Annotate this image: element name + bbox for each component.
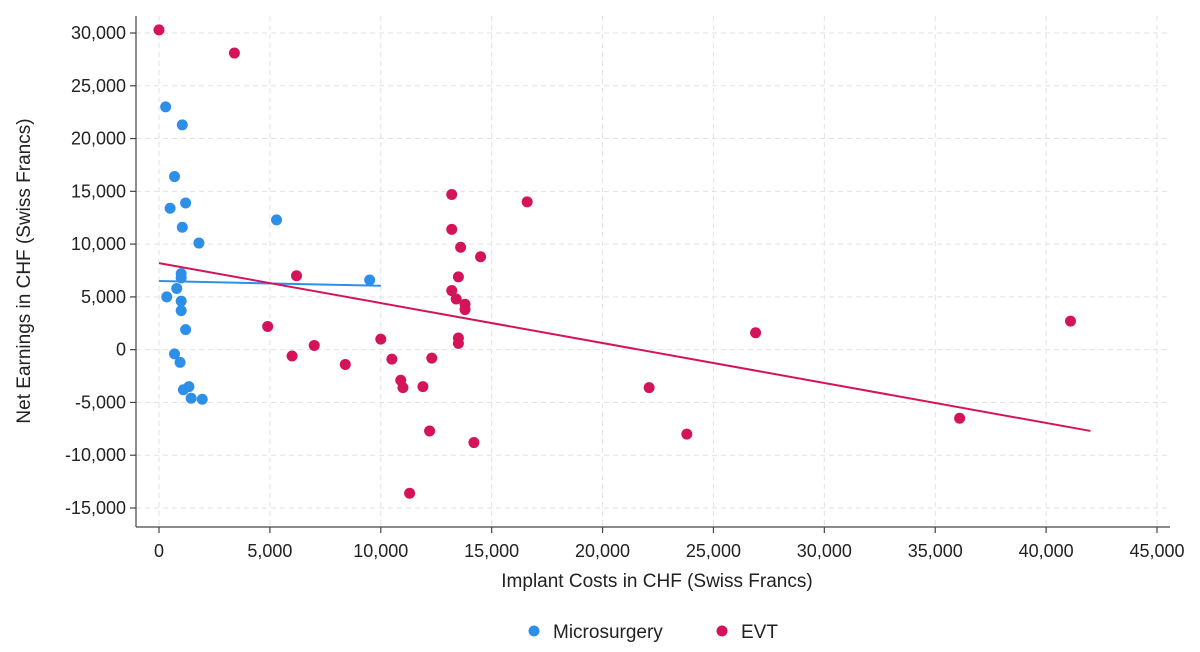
legend-marker-microsurgery [528,625,540,637]
point-evt [375,333,387,345]
x-tick-label: 30,000 [797,541,852,561]
point-microsurgery [180,324,192,336]
point-evt [954,412,966,424]
point-microsurgery [174,356,186,368]
point-microsurgery [175,305,187,317]
legend-label-evt: EVT [741,622,778,643]
point-evt [446,223,458,235]
legend-label-microsurgery: Microsurgery [553,622,663,643]
point-evt [291,270,303,282]
point-microsurgery [160,101,172,113]
point-microsurgery [175,272,187,284]
axes [135,16,1170,528]
point-microsurgery [180,197,192,209]
point-microsurgery [175,295,187,307]
x-tick-label: 45,000 [1129,541,1184,561]
y-tick-label: 10,000 [71,234,126,254]
point-evt [417,381,429,393]
x-ticks: 0 5,000 10,000 15,000 20,000 25,000 30,000 35,0… [154,527,1185,561]
point-microsurgery [161,291,173,303]
point-evt [426,352,438,364]
point-evt [386,353,398,365]
y-tick-label: -10,000 [65,445,126,465]
point-evt [750,327,762,339]
y-tick-label: 30,000 [71,23,126,43]
point-evt [228,47,240,59]
x-tick-label: 15,000 [464,541,519,561]
fit-lines [158,262,1091,432]
point-microsurgery [171,282,183,294]
y-tick-label: 15,000 [71,181,126,201]
y-ticks: -15,000 -10,000 -5,000 0 5,000 10,000 15,000 20… [65,23,136,518]
point-evt [468,437,480,449]
x-tick-label: 0 [154,541,164,561]
x-tick-label: 40,000 [1019,541,1074,561]
point-microsurgery [177,384,189,396]
point-evt [286,350,298,362]
point-evt [452,337,464,349]
point-evt [475,251,487,263]
y-tick-label: -5,000 [75,392,126,412]
point-evt [450,293,462,305]
y-axis-title: Net Earnings in CHF (Swiss Francs) [14,118,35,423]
y-tick-label: 5,000 [81,287,126,307]
point-evt [1065,315,1077,327]
point-evt [339,358,351,370]
point-evt [153,24,165,36]
point-microsurgery [196,393,208,405]
legend-marker-evt [716,625,728,637]
x-axis-title: Implant Costs in CHF (Swiss Francs) [501,571,812,592]
fit-line-evt [158,262,1091,432]
point-microsurgery [185,392,197,404]
point-evt [397,382,409,394]
data-points [153,24,1077,499]
x-tick-label: 25,000 [686,541,741,561]
point-microsurgery [169,348,181,360]
point-evt [446,285,458,297]
point-evt [681,428,693,440]
point-evt [521,196,533,208]
x-tick-label: 35,000 [908,541,963,561]
y-tick-label: 20,000 [71,129,126,149]
point-microsurgery [176,119,188,131]
point-evt [446,189,458,200]
point-evt [424,425,436,437]
x-tick-label: 20,000 [575,541,630,561]
point-microsurgery [364,274,376,286]
y-tick-label: 0 [116,340,126,360]
point-evt [643,382,655,394]
point-evt [262,320,274,332]
point-microsurgery [169,171,181,183]
gridlines [136,16,1170,527]
y-tick-label: -15,000 [65,498,126,518]
legend: Microsurgery EVT [528,622,778,643]
x-tick-label: 10,000 [353,541,408,561]
x-tick-label: 5,000 [247,541,292,561]
point-evt [452,271,464,283]
point-microsurgery [271,214,283,226]
point-evt [459,304,471,316]
point-evt [404,487,416,499]
point-evt [455,241,467,253]
y-tick-label: 25,000 [71,76,126,96]
point-microsurgery [164,202,176,214]
point-evt [308,339,320,351]
point-microsurgery [176,221,188,233]
point-microsurgery [193,237,205,249]
